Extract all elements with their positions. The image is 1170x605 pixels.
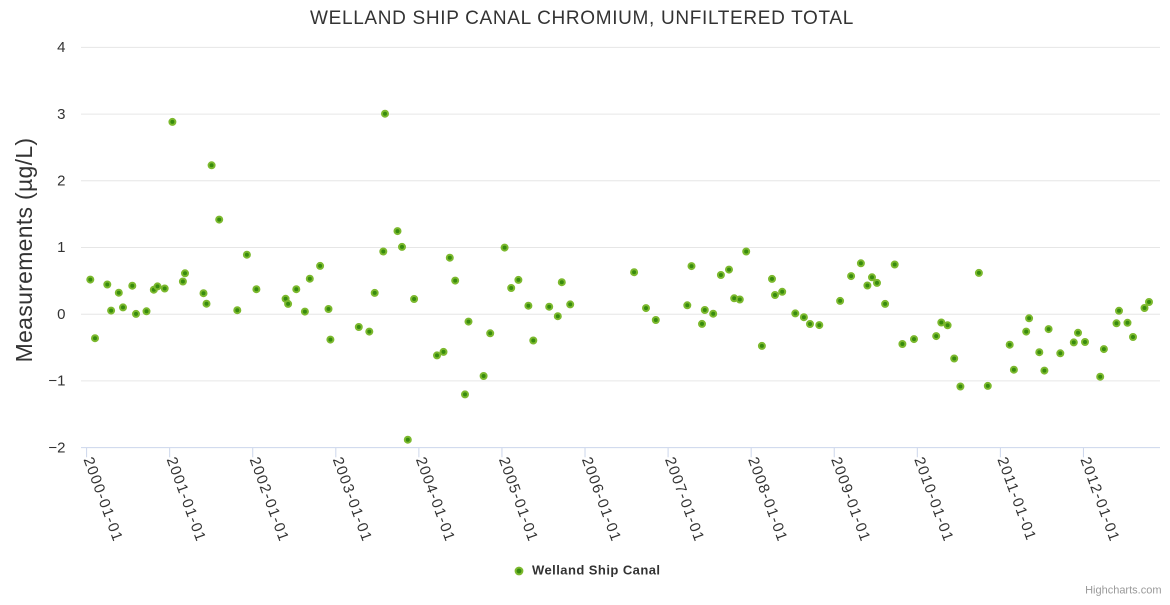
svg-text:−2: −2: [48, 439, 65, 456]
svg-text:Welland Ship Canal: Welland Ship Canal: [532, 563, 661, 578]
svg-text:Highcharts.com: Highcharts.com: [1085, 585, 1161, 597]
svg-text:3: 3: [57, 106, 65, 123]
svg-text:WELLAND SHIP CANAL CHROMIUM, U: WELLAND SHIP CANAL CHROMIUM, UNFILTERED …: [310, 8, 854, 29]
svg-text:Measurements (µg/L): Measurements (µg/L): [11, 138, 37, 363]
svg-text:2: 2: [57, 173, 65, 190]
svg-text:0: 0: [57, 306, 65, 323]
svg-text:1: 1: [57, 239, 65, 256]
svg-text:−1: −1: [48, 373, 65, 390]
svg-text:4: 4: [57, 39, 65, 56]
